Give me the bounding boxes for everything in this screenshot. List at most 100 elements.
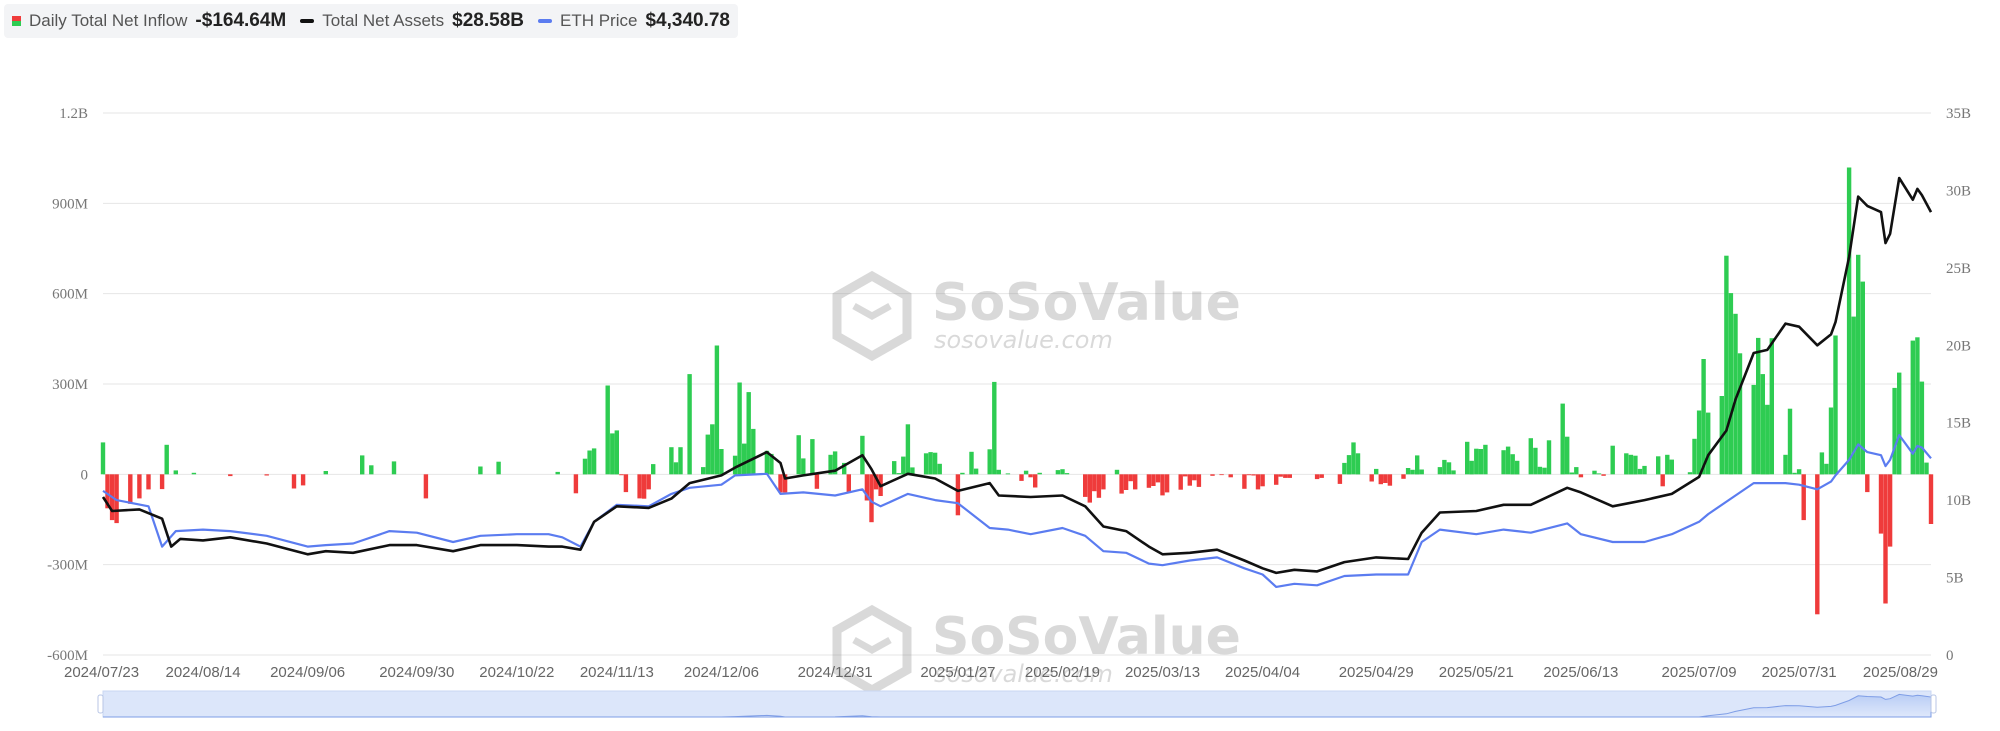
inflow-bar [1924,462,1929,475]
inflow-bar [1387,474,1393,486]
inflow-bar [1287,474,1292,478]
inflow-bar [796,435,801,475]
navigator-left-handle[interactable] [97,694,104,714]
inflow-bar [996,469,1001,475]
inflow-bar [478,466,483,475]
inflow-bar [1565,436,1570,475]
navigator-series-area [103,693,1932,718]
inflow-bar [810,439,815,475]
inflow-bar [746,392,751,475]
inflow-bar [605,385,610,475]
inflow-bar [1405,468,1411,475]
legend-inflow-label: Daily Total Net Inflow [29,11,188,30]
inflow-bar [614,430,619,475]
right-axis-tick: 35B [1946,106,1971,122]
inflow-bar [973,468,979,475]
inflow-bar [1055,470,1061,475]
inflow-bar [146,474,151,490]
inflow-bar [1119,474,1124,494]
inflow-bar [1196,474,1202,487]
left-axis-tick: 300M [52,377,88,393]
legend-item-inflow[interactable]: Daily Total Net Inflow -$164.64M [12,10,286,32]
inflow-bar [1656,456,1661,475]
inflow-bar [769,453,774,475]
legend-price-label: ETH Price [560,11,638,30]
inflow-bar [1228,474,1233,478]
inflow-bar [1887,474,1893,547]
watermark-url: sosovalue.com [934,660,1113,688]
inflow-bar [1483,444,1488,475]
inflow-bar [1537,466,1543,475]
inflow-bar [1528,438,1533,475]
inflow-bar [923,453,929,475]
inflow-bar [1210,474,1215,476]
line-series [101,176,1933,589]
inflow-bar [1569,472,1574,475]
range-navigator[interactable] [97,690,1937,718]
x-axis-tick: 2024/11/13 [580,664,654,681]
inflow-bar [1610,445,1615,475]
inflow-bar [1355,453,1361,475]
right-axis-tick: 20B [1946,338,1971,354]
inflow-bar [1164,474,1170,493]
inflow-bar [1860,281,1865,475]
total-net-assets-line [101,176,1933,575]
left-axis-tick: 600M [52,287,88,303]
inflow-bar [1437,467,1443,475]
inflow-bar [637,474,642,499]
inflow-bar [1760,374,1765,475]
inflow-bar [1765,404,1770,475]
inflow-bar [191,472,197,475]
inflow-bar [1846,167,1852,475]
inflow-bar [742,443,747,475]
inflow-bar [1578,474,1584,478]
inflow-bar [1856,254,1861,475]
inflow-bar [896,473,901,475]
inflow-bar [1060,469,1065,475]
inflow-bar [1560,403,1565,475]
navigator-track[interactable] [102,690,1932,718]
legend-item-assets[interactable]: Total Net Assets $28.58B [300,10,524,32]
legend-item-price[interactable]: ETH Price $4,340.78 [538,10,730,32]
inflow-bar [1515,460,1520,475]
inflow-bar [1442,459,1447,475]
x-axis-tick: 2025/07/09 [1662,664,1737,681]
left-axis-tick: 900M [52,196,88,212]
inflow-bar [673,462,679,475]
sosovalue-logo-icon [832,604,912,696]
inflow-bar [1724,255,1729,475]
inflow-bar [1351,442,1356,475]
inflow-bar [782,474,788,493]
inflow-bar [801,458,806,475]
inflow-bar [992,381,997,475]
x-axis-tick: 2024/07/23 [64,664,139,681]
inflow-bar [669,447,674,475]
inflow-bar [173,470,178,475]
inflow-bar [846,474,851,493]
x-axis-tick: 2024/08/14 [166,664,241,681]
inflow-bar [1083,474,1088,497]
inflow-bar [623,474,629,493]
logo-inner-mark [852,636,892,655]
inflow-bar [910,467,915,475]
x-axis-tick: 2024/12/06 [684,664,759,681]
inflow-bar [1219,474,1224,476]
inflow-bar [1601,474,1606,476]
inflow-bar [1915,337,1920,475]
inflow-bar [1192,474,1197,481]
inflow-bar [1260,474,1265,487]
axes: 1.2B 900M 600M 300M 0 -300M -600M 35B 30B 25B 20B 1… [47,106,1971,681]
watermark-brand: SoSoValue [932,273,1241,333]
inflow-bar [1865,474,1870,493]
inflow-bar [714,345,720,475]
x-axis-tick: 2025/05/21 [1439,664,1514,681]
watermark-url: sosovalue.com [934,326,1113,354]
inflow-bar [1092,474,1097,492]
inflow-bar [1064,473,1070,475]
inflow-bar [1596,473,1602,475]
inflow-bar [128,474,133,504]
navigator-right-handle[interactable] [1930,694,1937,714]
inflow-bar [955,474,961,516]
